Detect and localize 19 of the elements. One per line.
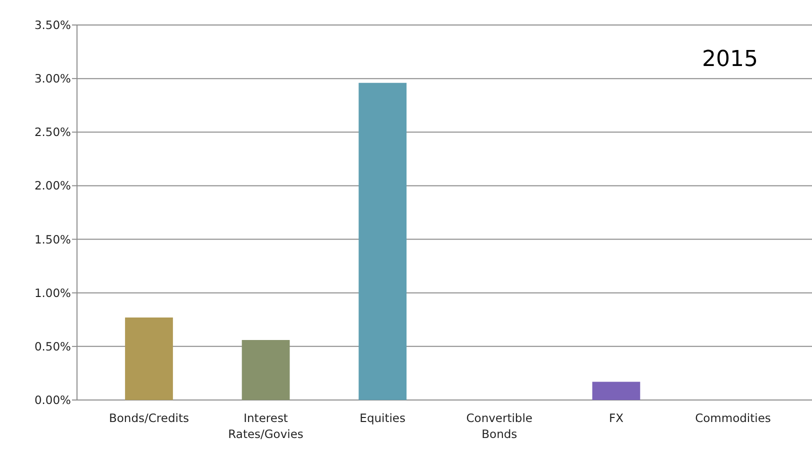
y-tick-label: 1.50% [34,232,72,246]
y-tick-label: 2.00% [34,178,72,193]
y-tick-label: 0.00% [34,393,72,408]
x-tick-label: FX [608,411,624,425]
y-tick-label: 3.50% [34,18,72,32]
y-tick-label: 0.50% [34,339,72,354]
y-tick-label: 1.00% [34,286,72,300]
bar [242,340,290,400]
text: 2015 [702,47,758,72]
x-tick-label: Convertible Bonds [466,411,533,441]
y-tick-label: 3.00% [34,72,72,86]
bar [592,382,640,400]
bar [125,318,173,400]
x-tick-label: Equities [360,411,406,425]
x-tick-label: Commodities [695,411,771,425]
y-tick-label: 2.50% [34,125,72,140]
x-tick-label: Interest Rates/Govies [228,411,304,441]
x-tick-label: Bonds/Credits [109,411,189,425]
bar [358,82,407,400]
